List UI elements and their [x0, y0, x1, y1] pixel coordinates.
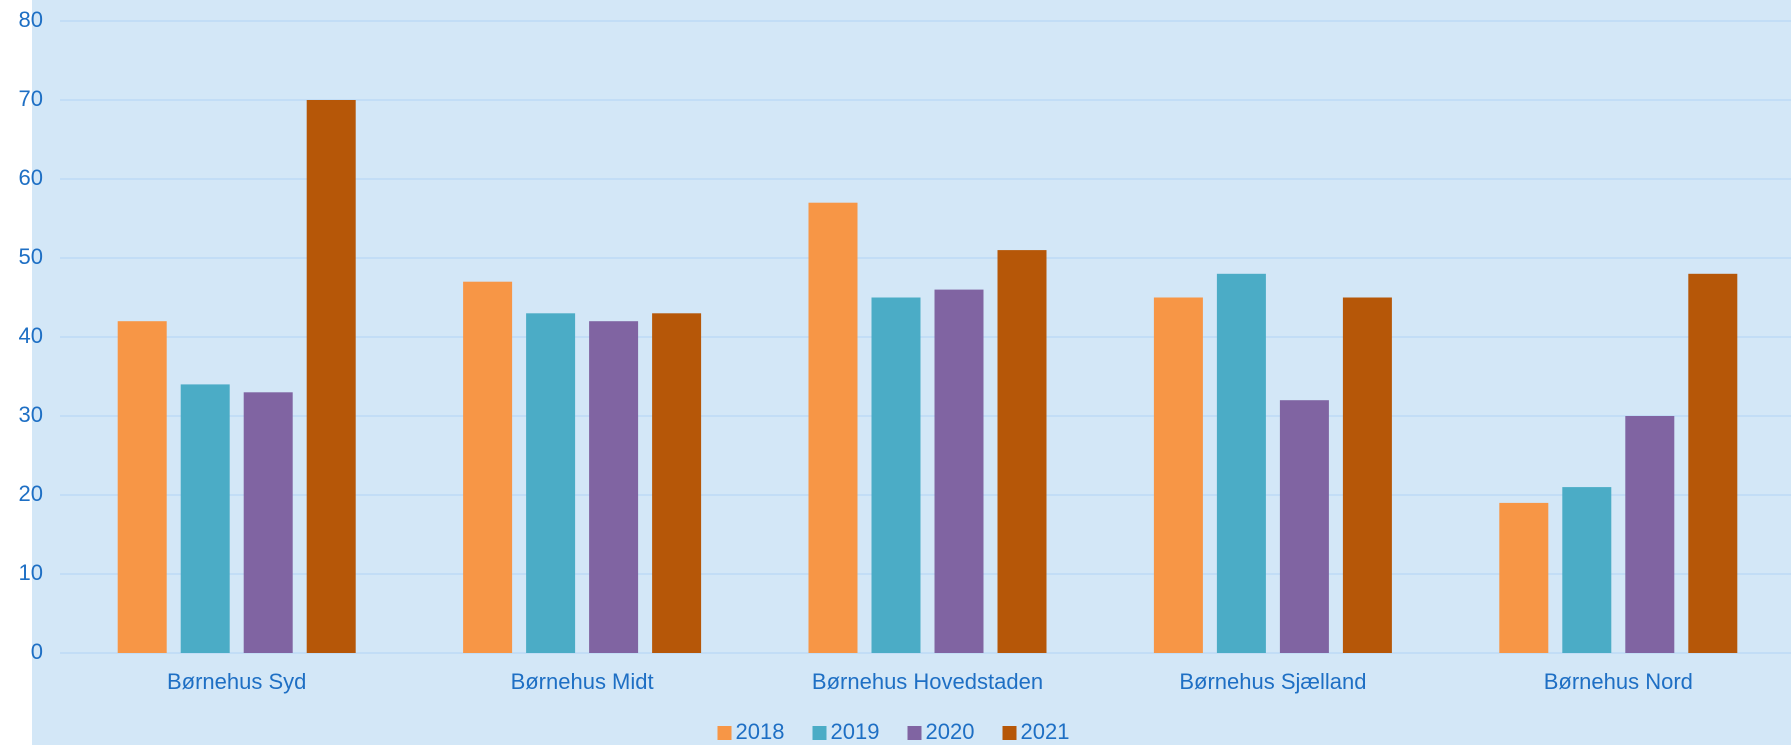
y-tick-label: 80	[19, 7, 43, 32]
bar	[1625, 416, 1674, 653]
y-tick-label: 60	[19, 165, 43, 190]
bar	[307, 100, 356, 653]
bar	[872, 298, 921, 654]
x-tick-label: Børnehus Nord	[1544, 669, 1693, 694]
bar	[1688, 274, 1737, 653]
bar	[526, 313, 575, 653]
bar	[1499, 503, 1548, 653]
y-tick-label: 20	[19, 481, 43, 506]
bar	[463, 282, 512, 653]
bar	[244, 392, 293, 653]
legend-swatch	[908, 726, 922, 740]
bar	[1154, 298, 1203, 654]
bar	[1280, 400, 1329, 653]
legend-swatch	[813, 726, 827, 740]
legend-swatch	[718, 726, 732, 740]
x-tick-label: Børnehus Sjælland	[1179, 669, 1366, 694]
bar	[118, 321, 167, 653]
bar	[1562, 487, 1611, 653]
y-tick-label: 30	[19, 402, 43, 427]
bar	[935, 290, 984, 653]
bar	[1343, 298, 1392, 654]
legend-label: 2018	[736, 719, 785, 744]
x-tick-label: Børnehus Syd	[167, 669, 306, 694]
bar	[589, 321, 638, 653]
y-tick-label: 50	[19, 244, 43, 269]
bar	[998, 250, 1047, 653]
y-tick-label: 40	[19, 323, 43, 348]
bar	[1217, 274, 1266, 653]
chart: 0 10 20 30 40 50 60 70 80 Børnehus Syd Børnehus Mi…	[0, 0, 1791, 745]
legend-label: 2020	[926, 719, 975, 744]
x-tick-label: Børnehus Midt	[511, 669, 654, 694]
bar	[181, 384, 230, 653]
legend-label: 2021	[1021, 719, 1070, 744]
legend-swatch	[1003, 726, 1017, 740]
bar	[809, 203, 858, 653]
y-tick-label: 10	[19, 560, 43, 585]
y-tick-label: 0	[31, 639, 43, 664]
bar	[652, 313, 701, 653]
y-tick-label: 70	[19, 86, 43, 111]
legend-label: 2019	[831, 719, 880, 744]
x-tick-label: Børnehus Hovedstaden	[812, 669, 1043, 694]
